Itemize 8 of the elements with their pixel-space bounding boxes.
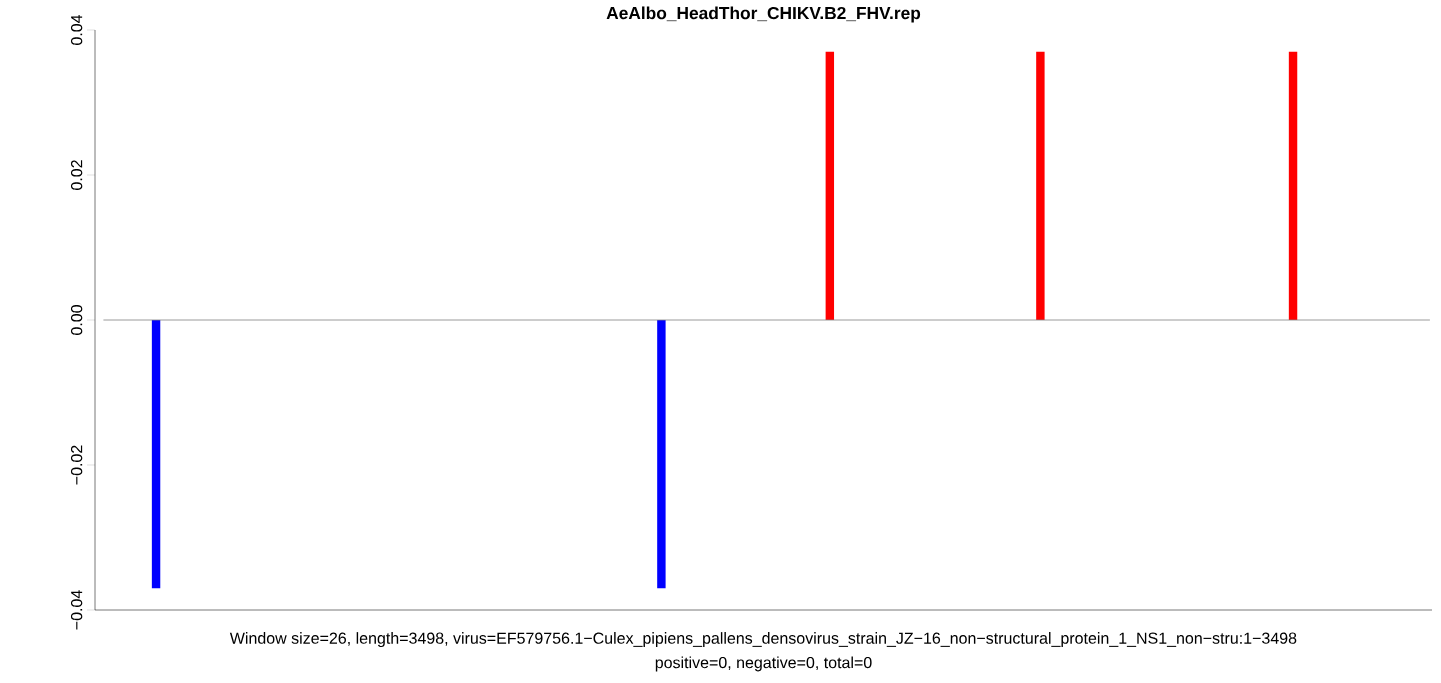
y-tick-label: −0.04 — [70, 590, 83, 630]
text: positive=0, negative=0, total=0 — [655, 656, 872, 672]
chart-title: AeAlbo_HeadThor_CHIKV.B2_FHV.rep — [606, 6, 921, 23]
y-tick-label: −0.02 — [70, 445, 83, 485]
y-tick-label: 0.02 — [70, 160, 83, 190]
text: Window size=26, length=3498, virus=EF579756.1−Culex_pipiens_pallens_densovirus_strain_JZ−16_non−structural_protein_1_NS1_non−stru:1−3498 — [229, 632, 1297, 648]
y-tick-label: 0.04 — [70, 14, 83, 45]
y-tick-label: 0.00 — [70, 305, 83, 335]
